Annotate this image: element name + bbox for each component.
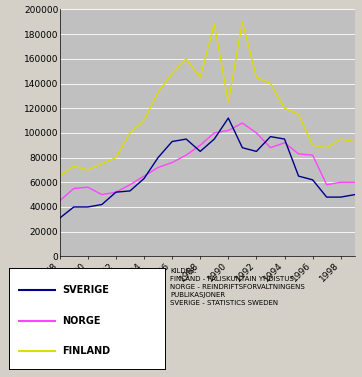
Text: NORGE: NORGE <box>62 316 101 326</box>
Text: SVERIGE: SVERIGE <box>62 285 109 295</box>
Text: FINLAND: FINLAND <box>62 346 110 356</box>
Text: KILDER:
FINLAND - PALISKUNTAIN YHDISTUS
NORGE - REINDRIFTSFORVALTNINGENS
PUBLIKA: KILDER: FINLAND - PALISKUNTAIN YHDISTUS … <box>170 268 305 306</box>
